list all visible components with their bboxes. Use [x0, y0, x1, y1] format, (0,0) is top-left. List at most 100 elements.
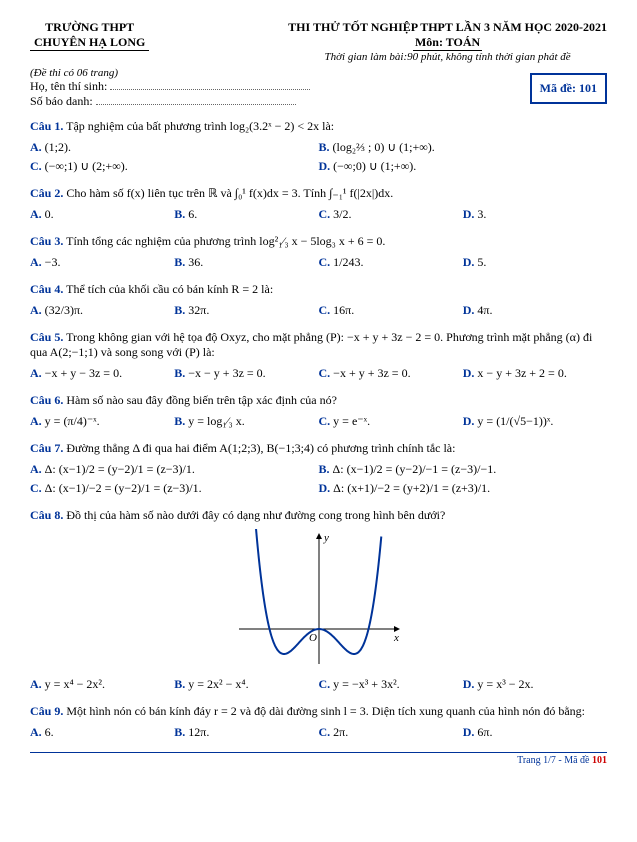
option-text: 0.	[45, 207, 54, 221]
option: C. y = e⁻ˣ.	[319, 412, 463, 431]
option-label: B.	[319, 462, 333, 476]
question-stem: Câu 4. Thể tích của khối cầu có bán kính…	[30, 282, 607, 297]
option-text: (log₂⅔ ; 0) ∪ (1;+∞).	[333, 140, 435, 154]
option-text: 6.	[45, 725, 54, 739]
option-text: y = (1/(√5−1))ˣ.	[477, 414, 553, 428]
option: D. 6π.	[463, 723, 607, 742]
option: B. 32π.	[174, 301, 318, 320]
question-text: Tính tổng các nghiệm của phương trình lo…	[63, 234, 385, 248]
question: Câu 4. Thể tích của khối cầu có bán kính…	[30, 282, 607, 320]
svg-text:y: y	[323, 532, 329, 544]
footer-code: 101	[592, 755, 607, 766]
option: A. −x + y − 3z = 0.	[30, 364, 174, 383]
option-label: B.	[174, 677, 188, 691]
option-label: B.	[319, 140, 333, 154]
svg-text:O: O	[309, 632, 317, 644]
option-text: y = x⁴ − 2x².	[45, 677, 105, 691]
option-text: (32/3)π.	[45, 303, 83, 317]
option-label: D.	[463, 414, 478, 428]
questions-block: Câu 1. Tập nghiệm của bất phương trình l…	[30, 119, 607, 742]
exam-note: (Đề thi có 06 trang)	[30, 67, 310, 79]
option: D. 5.	[463, 253, 607, 272]
option-label: B.	[174, 303, 188, 317]
subheader: (Đề thi có 06 trang) Họ, tên thí sinh: S…	[30, 67, 607, 109]
option: D. y = (1/(√5−1))ˣ.	[463, 412, 607, 431]
option-label: A.	[30, 140, 45, 154]
option: B. 12π.	[174, 723, 318, 742]
question-stem: Câu 9. Một hình nón có bán kính đáy r = …	[30, 704, 607, 719]
question: Câu 8. Đồ thị của hàm số nào dưới đây có…	[30, 508, 607, 694]
option: A. y = x⁴ − 2x².	[30, 675, 174, 694]
option: C. −x + y + 3z = 0.	[319, 364, 463, 383]
options: A. (32/3)π.B. 32π.C. 16π.D. 4π.	[30, 301, 607, 320]
school-block: TRƯỜNG THPT CHUYÊN HẠ LONG	[30, 20, 149, 51]
option-text: y = x³ − 2x.	[477, 677, 533, 691]
question-number: Câu 3.	[30, 234, 63, 248]
option-label: D.	[463, 303, 478, 317]
option: D. 3.	[463, 205, 607, 224]
option-label: A.	[30, 462, 45, 476]
option-text: y = e⁻ˣ.	[333, 414, 370, 428]
option: D. (−∞;0) ∪ (1;+∞).	[319, 157, 608, 176]
option-label: C.	[319, 255, 334, 269]
question: Câu 7. Đường thẳng Δ đi qua hai điểm A(1…	[30, 441, 607, 498]
option-label: B.	[174, 725, 188, 739]
option-text: Δ: (x−1)/−2 = (y−2)/1 = (z−3)/1.	[45, 481, 202, 495]
option-text: (−∞;1) ∪ (2;+∞).	[45, 159, 128, 173]
option-text: y = log₁⁄₃ x.	[188, 414, 244, 428]
candidate-name: Họ, tên thí sinh:	[30, 79, 310, 94]
exam-line2: Môn: TOÁN	[413, 35, 482, 51]
option: B. y = 2x² − x⁴.	[174, 675, 318, 694]
option: B. (log₂⅔ ; 0) ∪ (1;+∞).	[319, 138, 608, 157]
option-label: A.	[30, 414, 45, 428]
option-text: 32π.	[188, 303, 209, 317]
option: A. y = (π/4)⁻ˣ.	[30, 412, 174, 431]
options: A. Δ: (x−1)/2 = (y−2)/1 = (z−3)/1.B. Δ: …	[30, 460, 607, 498]
question-stem: Câu 6. Hàm số nào sau đây đồng biến trên…	[30, 393, 607, 408]
option: D. 4π.	[463, 301, 607, 320]
option: C. 16π.	[319, 301, 463, 320]
question-stem: Câu 7. Đường thẳng Δ đi qua hai điểm A(1…	[30, 441, 607, 456]
option: A. Δ: (x−1)/2 = (y−2)/1 = (z−3)/1.	[30, 460, 319, 479]
option-label: A.	[30, 303, 45, 317]
option: D. Δ: (x+1)/−2 = (y+2)/1 = (z+3)/1.	[319, 479, 608, 498]
option-text: 3/2.	[333, 207, 351, 221]
option-text: 4π.	[477, 303, 492, 317]
question: Câu 6. Hàm số nào sau đây đồng biến trên…	[30, 393, 607, 431]
options: A. −x + y − 3z = 0.B. −x − y + 3z = 0.C.…	[30, 364, 607, 383]
id-field	[96, 104, 296, 105]
option-text: Δ: (x−1)/2 = (y−2)/−1 = (z−3)/−1.	[333, 462, 497, 476]
option: A. (1;2).	[30, 138, 319, 157]
question-stem: Câu 1. Tập nghiệm của bất phương trình l…	[30, 119, 607, 134]
option-label: A.	[30, 207, 45, 221]
option: B. −x − y + 3z = 0.	[174, 364, 318, 383]
question-number: Câu 5.	[30, 330, 63, 344]
option-label: D.	[463, 725, 478, 739]
header: TRƯỜNG THPT CHUYÊN HẠ LONG THI THỬ TỐT N…	[30, 20, 607, 63]
option-label: C.	[319, 414, 334, 428]
option: A. (32/3)π.	[30, 301, 174, 320]
option-label: B.	[174, 255, 188, 269]
option-text: −x + y − 3z = 0.	[45, 366, 122, 380]
question-stem: Câu 2. Cho hàm số f(x) liên tục trên ℝ v…	[30, 186, 607, 201]
question-text: Cho hàm số f(x) liên tục trên ℝ và ∫₀¹ f…	[63, 186, 393, 200]
option-text: Δ: (x+1)/−2 = (y+2)/1 = (z+3)/1.	[333, 481, 490, 495]
options: A. 6.B. 12π.C. 2π.D. 6π.	[30, 723, 607, 742]
option-text: 36.	[188, 255, 203, 269]
question-text: Trong không gian với hệ tọa độ Oxyz, cho…	[30, 330, 592, 359]
question-number: Câu 8.	[30, 508, 63, 522]
question: Câu 3. Tính tổng các nghiệm của phương t…	[30, 234, 607, 272]
option-text: 2π.	[333, 725, 348, 739]
question-text: Tập nghiệm của bất phương trình log₂(3.2…	[63, 119, 334, 133]
option-label: B.	[174, 207, 188, 221]
question-stem: Câu 8. Đồ thị của hàm số nào dưới đây có…	[30, 508, 607, 523]
footer-text: Trang 1/7 - Mã đề	[517, 755, 592, 766]
option-text: 6.	[188, 207, 197, 221]
svg-text:x: x	[393, 632, 399, 644]
school-line2: CHUYÊN HẠ LONG	[30, 35, 149, 51]
option-label: D.	[463, 207, 478, 221]
option-label: A.	[30, 677, 45, 691]
name-label: Họ, tên thí sinh:	[30, 79, 107, 93]
question-number: Câu 6.	[30, 393, 63, 407]
option: B. 36.	[174, 253, 318, 272]
